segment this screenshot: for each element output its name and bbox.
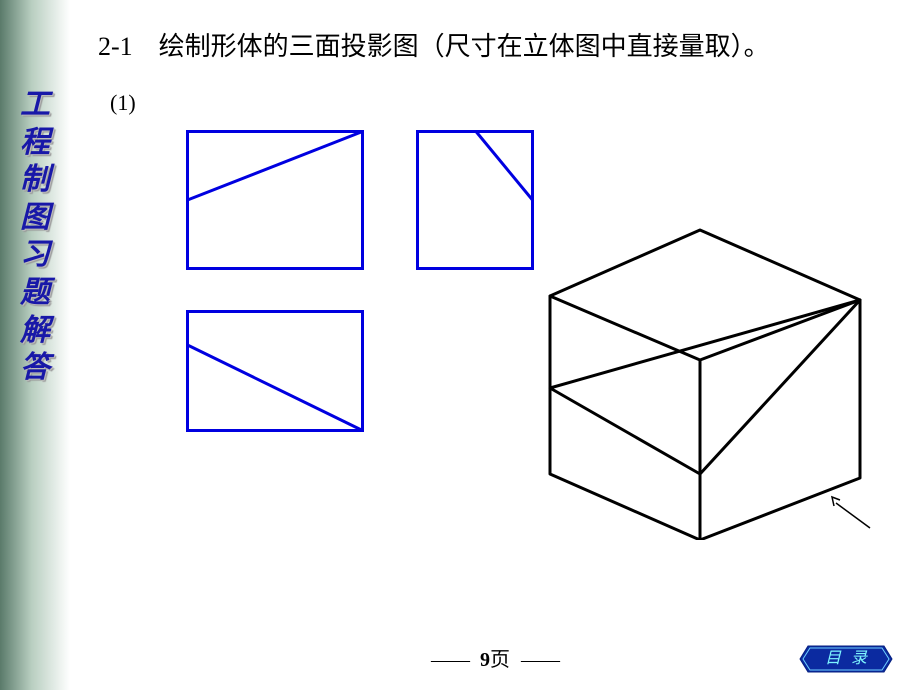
side-view <box>416 130 534 270</box>
vt-char: 图 <box>18 201 52 235</box>
problem-number: 2-1 <box>98 32 133 61</box>
dash-right: —— <box>521 649 559 671</box>
vt-char: 答 <box>18 351 52 385</box>
dash-left: —— <box>431 649 469 671</box>
vt-char: 解 <box>18 314 52 348</box>
toc-button[interactable]: 目录 <box>798 644 894 674</box>
page-number: 9 <box>480 649 490 671</box>
page-unit: 页 <box>490 649 510 671</box>
vt-char: 题 <box>18 276 52 310</box>
problem-heading: 2-1 绘制形体的三面投影图（尺寸在立体图中直接量取）。 <box>98 26 770 63</box>
isometric-view <box>540 220 880 540</box>
sub-label: (1) <box>110 90 136 116</box>
vt-char: 制 <box>18 163 52 197</box>
problem-text: 绘制形体的三面投影图（尺寸在立体图中直接量取）。 <box>159 32 770 61</box>
vt-char: 工 <box>18 88 52 122</box>
page-body: 2-1 绘制形体的三面投影图（尺寸在立体图中直接量取）。 (1) <box>70 0 920 690</box>
toc-label: 目录 <box>798 644 894 674</box>
vt-char: 习 <box>18 238 52 272</box>
top-view <box>186 310 364 432</box>
vertical-title: 工 程 制 图 习 题 解 答 <box>18 88 52 389</box>
front-view <box>186 130 364 270</box>
page-footer: —— 9页 —— <box>70 643 920 672</box>
vt-char: 程 <box>18 126 52 160</box>
